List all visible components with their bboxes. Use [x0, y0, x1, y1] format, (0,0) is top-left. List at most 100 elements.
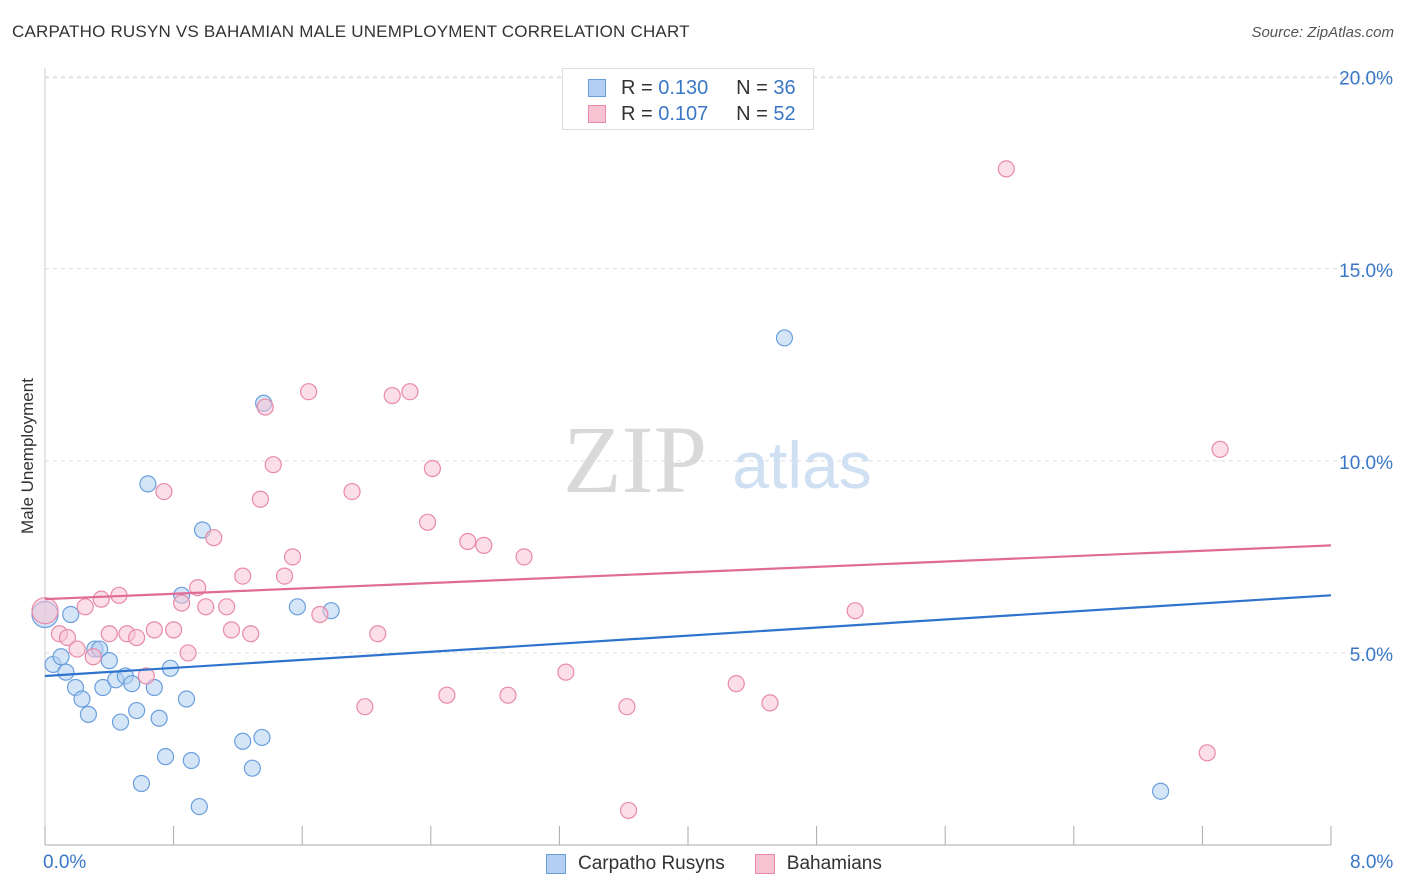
data-point	[256, 398, 274, 416]
legend-item-carpatho-rusyns[interactable]: Carpatho Rusyns	[546, 853, 725, 875]
data-point	[58, 628, 77, 647]
data-point	[1152, 782, 1170, 800]
data-point	[31, 597, 59, 625]
chart-title: CARPATHO RUSYN VS BAHAMIAN MALE UNEMPLOY…	[12, 22, 690, 41]
data-point	[205, 529, 223, 547]
y-tick-labels: 5.0% 10.0% 15.0% 20.0%	[1339, 69, 1393, 666]
data-point	[557, 663, 575, 681]
gridlines	[45, 76, 1392, 654]
data-point	[459, 532, 477, 551]
data-point	[242, 625, 260, 643]
data-point	[128, 701, 146, 720]
data-point	[92, 590, 110, 608]
y-tick-label: 5.0%	[1350, 645, 1393, 666]
legend-label: Carpatho Rusyns	[578, 853, 725, 874]
data-point	[197, 598, 215, 616]
data-point	[300, 383, 318, 401]
data-point	[52, 648, 70, 666]
axes	[44, 68, 1332, 846]
data-point	[173, 594, 191, 612]
data-point	[383, 386, 401, 405]
legend-label: Bahamians	[786, 853, 882, 874]
carpatho-rusyns-points	[31, 329, 1170, 816]
data-point	[275, 567, 294, 585]
legend-swatch-pink	[588, 105, 606, 123]
data-point	[156, 748, 175, 766]
data-point	[619, 801, 638, 820]
data-point	[727, 675, 745, 693]
data-point	[139, 475, 157, 493]
data-point	[283, 548, 302, 566]
data-point	[438, 686, 456, 704]
data-point	[499, 686, 517, 704]
watermark-zip: ZIP	[563, 406, 707, 513]
legend-item-bahamians[interactable]: Bahamians	[754, 853, 882, 875]
legend-swatch-blue	[588, 79, 606, 97]
data-point	[100, 625, 118, 643]
data-point	[251, 490, 270, 508]
data-point	[68, 640, 86, 658]
data-point	[515, 548, 533, 566]
data-point	[76, 598, 94, 616]
r-label: R =	[621, 102, 653, 125]
data-point	[311, 605, 329, 624]
data-point	[84, 648, 102, 666]
data-point	[1198, 744, 1216, 762]
data-point	[475, 536, 493, 554]
y-tick-label: 10.0%	[1339, 453, 1393, 474]
data-point	[222, 621, 241, 639]
data-point	[123, 675, 141, 693]
data-point	[243, 759, 261, 777]
data-point	[423, 459, 442, 478]
n-value: 36	[773, 76, 796, 99]
legend-swatch-blue	[546, 854, 566, 874]
data-point	[137, 667, 155, 685]
data-point	[94, 678, 112, 697]
data-point	[343, 482, 361, 501]
r-value: 0.130	[658, 76, 709, 99]
data-point	[369, 625, 387, 643]
data-point	[190, 797, 208, 816]
trend-lines	[44, 544, 1332, 678]
series-legend: Carpatho Rusyns Bahamians	[546, 852, 912, 876]
data-point	[62, 605, 80, 624]
data-point	[79, 705, 98, 723]
data-point	[253, 728, 271, 747]
n-label: N =	[736, 76, 768, 99]
x-tick-label-max: 8.0%	[1350, 852, 1394, 873]
data-point	[128, 628, 146, 647]
data-point	[179, 644, 197, 662]
data-point	[846, 602, 864, 620]
legend-swatch-pink	[754, 854, 775, 874]
correlation-legend: R = 0.130 N = 36 R = 0.107 N = 52	[562, 68, 814, 130]
data-point	[1211, 440, 1229, 458]
data-point	[401, 383, 419, 401]
data-point	[618, 698, 636, 716]
data-point	[288, 598, 306, 616]
data-point	[132, 774, 151, 793]
data-point	[177, 690, 196, 708]
data-point	[234, 567, 252, 585]
watermark-atlas: atlas	[732, 428, 871, 502]
watermark: ZIP atlas	[563, 406, 872, 513]
data-point	[150, 709, 168, 727]
n-label: N =	[736, 102, 768, 125]
trend-line-bahamians	[44, 544, 1332, 601]
data-point	[111, 713, 130, 731]
y-tick-label: 15.0%	[1339, 261, 1393, 282]
data-point	[182, 751, 200, 770]
x-tick-label-min: 0.0%	[43, 852, 87, 873]
data-point	[418, 513, 437, 531]
data-point	[57, 663, 75, 681]
trend-line-carpatho	[44, 594, 1332, 678]
data-point	[165, 621, 183, 639]
r-value: 0.107	[658, 102, 709, 125]
data-point	[100, 652, 118, 670]
data-point	[264, 456, 282, 474]
data-point	[145, 621, 163, 639]
data-point	[356, 698, 374, 716]
n-value: 52	[773, 102, 796, 125]
r-label: R =	[621, 76, 653, 99]
source-label: Source: ZipAtlas.com	[1251, 24, 1394, 41]
